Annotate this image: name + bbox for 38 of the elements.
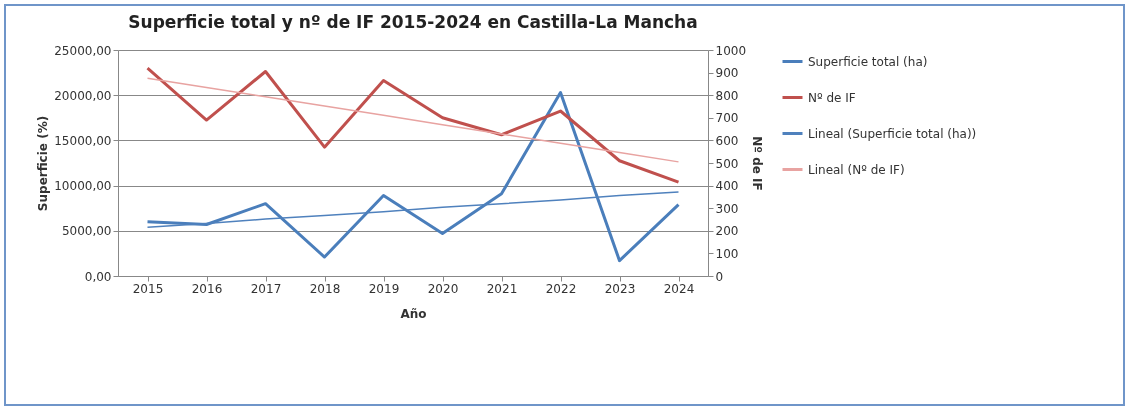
y-tick-label: 25000,00 [54,43,112,58]
y2-axis-title: Nº de IF [750,136,765,191]
x-tick-label: 2024 [663,281,695,296]
y-tick-label: 10000,00 [54,179,112,194]
y-tick-label: 5000,00 [61,224,112,239]
y-axis-title: Superficie (%) [36,115,51,212]
line-series [146,66,680,184]
x-tick-label: 2022 [545,281,577,296]
x-tick-label: 2015 [132,281,164,296]
y2-tick-label: 1000 [715,43,747,58]
y2-tick-label: 500 [715,156,739,171]
y2-tick-label: 100 [715,246,739,261]
x-axis-title: Año [400,306,427,321]
x-tick-label: 2016 [191,281,223,296]
y-tick-label: 20000,00 [54,88,112,103]
y2-tick-label: 800 [715,88,739,103]
x-tick-label: 2019 [368,281,400,296]
x-tick-label: 2020 [427,281,459,296]
y2-tick-label: 700 [715,111,739,126]
x-tick-label: 2018 [309,281,341,296]
y-tick-label: 15000,00 [54,133,112,148]
legend-label: Superficie total (ha) [808,54,928,69]
y2-tick-label: 900 [715,66,739,81]
line-series [146,77,680,163]
legend-label: Lineal (Nº de IF) [808,162,905,177]
legend-label: Lineal (Superficie total (ha)) [808,126,977,141]
x-tick-label: 2023 [604,281,636,296]
y-tick-label: 0,00 [84,269,112,284]
x-tick-label: 2017 [250,281,282,296]
y2-tick-label: 400 [715,179,739,194]
y2-tick-label: 300 [715,201,739,216]
y2-tick-label: 600 [715,133,739,148]
y2-tick-label: 0 [715,269,724,284]
line-series [146,90,680,263]
x-tick-label: 2021 [486,281,518,296]
y2-tick-label: 200 [715,224,739,239]
chart-title: Superficie total y nº de IF 2015-2024 en Castilla-La Mancha [128,12,698,32]
legend-label: Nº de IF [808,90,856,105]
